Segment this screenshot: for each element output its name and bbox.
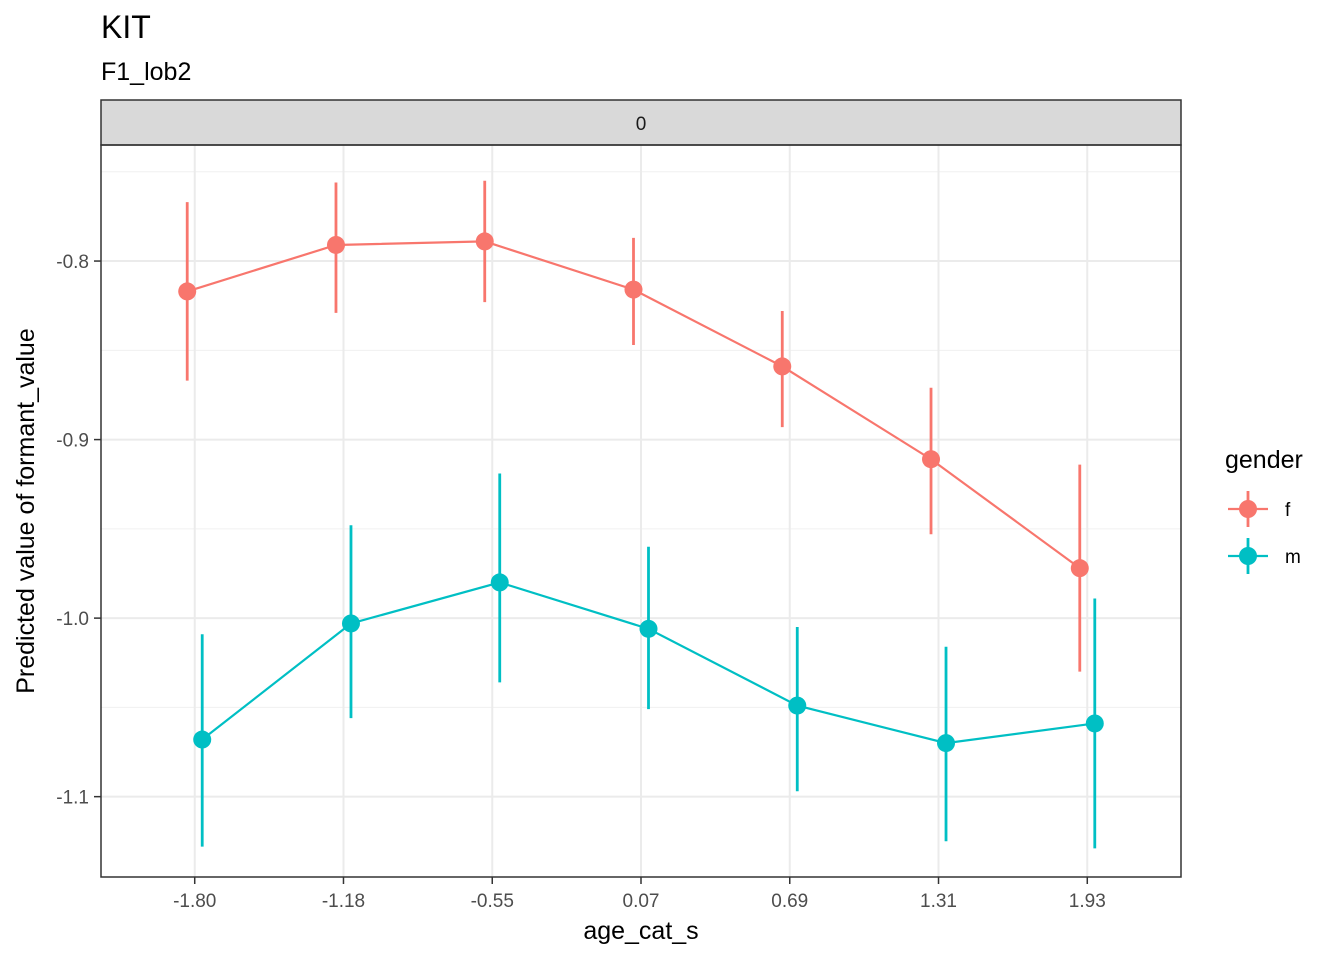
x-tick-label: 1.93: [1069, 891, 1106, 912]
y-tick-label: -1.1: [56, 788, 89, 809]
y-tick-label: -0.9: [56, 431, 89, 452]
data-point-m: [1085, 714, 1104, 733]
data-point-f: [326, 235, 345, 254]
legend: gender f m: [1225, 446, 1303, 574]
data-point-m: [937, 734, 956, 753]
series-f: [178, 180, 1089, 672]
data-point-f: [922, 450, 941, 469]
legend-item-f: f: [1228, 491, 1291, 527]
data-point-f: [624, 280, 643, 299]
data-point-f: [178, 282, 197, 301]
chart-title: KIT: [101, 9, 151, 45]
legend-label-f: f: [1285, 500, 1291, 521]
data-point-f: [475, 232, 494, 251]
data-point-m: [639, 619, 658, 638]
x-tick-label: 0.07: [623, 891, 660, 912]
legend-key-point: [1239, 500, 1257, 518]
x-axis-title: age_cat_s: [583, 917, 698, 945]
chart-subtitle: F1_lob2: [101, 58, 191, 86]
x-tick-label: 0.69: [771, 891, 808, 912]
data-point-f: [1070, 559, 1089, 578]
y-axis: -0.8 -0.9 -1.0 -1.1: [56, 252, 101, 809]
data-point-f: [773, 357, 792, 376]
x-tick-label: -0.55: [471, 891, 514, 912]
data-point-m: [193, 730, 212, 749]
x-tick-label: -1.18: [322, 891, 365, 912]
facet-strip-label: 0: [636, 114, 647, 135]
x-axis: -1.80 -1.18 -0.55 0.07 0.69 1.31 1.93: [173, 877, 1106, 912]
legend-label-m: m: [1285, 547, 1301, 568]
gridlines: [101, 145, 1181, 877]
y-tick-label: -0.8: [56, 252, 89, 273]
x-tick-label: -1.80: [173, 891, 216, 912]
y-tick-label: -1.0: [56, 609, 89, 630]
data-point-m: [788, 696, 807, 715]
legend-item-m: m: [1228, 538, 1301, 574]
x-tick-label: 1.31: [920, 891, 957, 912]
data-point-m: [341, 614, 360, 633]
facet-strip: [100, 99, 1182, 146]
series-layer: [178, 180, 1104, 849]
series-m: [193, 473, 1104, 849]
data-point-m: [490, 573, 509, 592]
y-axis-title: Predicted value of formant_value: [12, 328, 40, 694]
legend-title: gender: [1225, 446, 1303, 474]
legend-key-point: [1239, 547, 1257, 565]
